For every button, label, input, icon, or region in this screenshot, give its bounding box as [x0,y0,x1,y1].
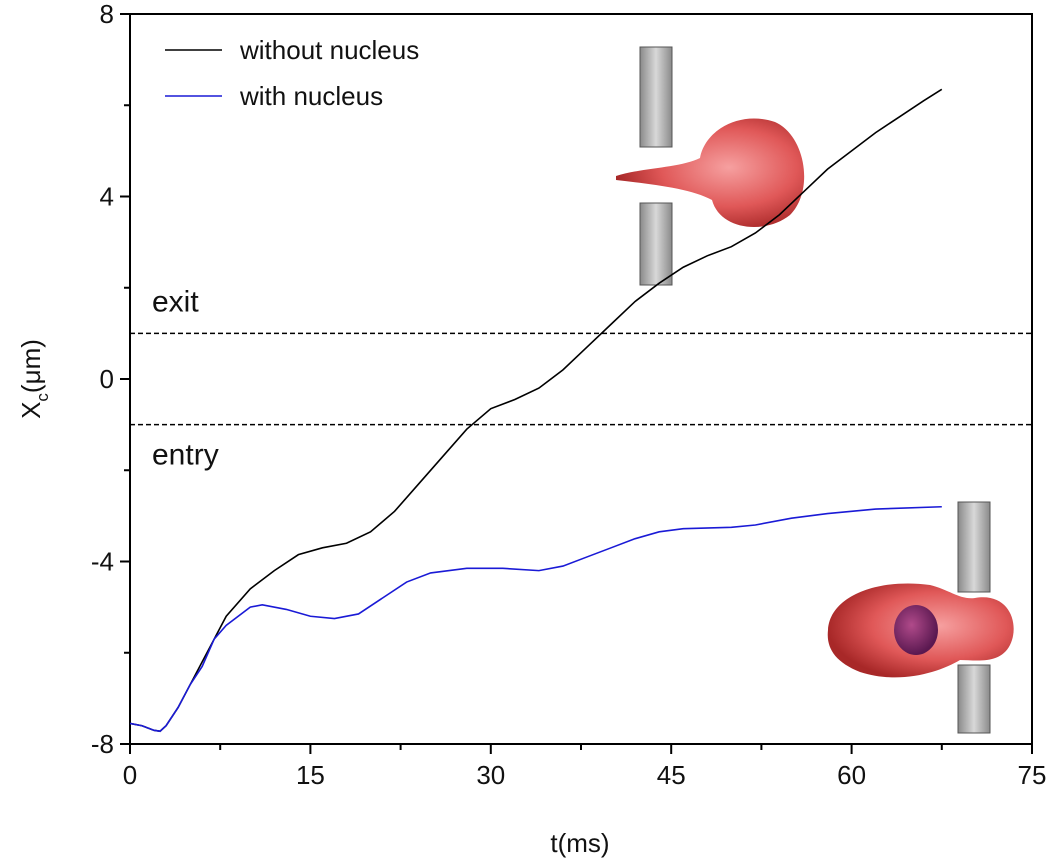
y-label-unit: (μm) [16,339,46,393]
x-tick-label: 75 [1018,760,1047,790]
y-tick-label: 4 [100,182,114,212]
y-label-sub: c [33,393,52,402]
x-tick-label: 0 [123,760,137,790]
y-tick-label: -4 [91,547,114,577]
reference-label: entry [152,439,219,472]
x-axis-label: t(ms) [550,828,609,858]
cell-illustration-top [616,46,805,286]
y-axis-label: Xc(μm) [16,339,52,419]
x-tick-label: 45 [657,760,686,790]
y-tick-label: 8 [100,0,114,29]
cell-illustration-bottom [827,501,1014,734]
data-line [129,505,942,733]
y-label-main: X [16,402,46,419]
reference-label: exit [152,285,199,318]
x-tick-label: 15 [296,760,325,790]
y-tick-label: 0 [100,364,114,394]
legend-label: with nucleus [239,81,383,111]
y-tick-label: -8 [91,729,114,759]
data-line [129,88,943,733]
x-tick-label: 60 [837,760,866,790]
legend-label: without nucleus [239,35,419,65]
x-tick-label: 30 [476,760,505,790]
